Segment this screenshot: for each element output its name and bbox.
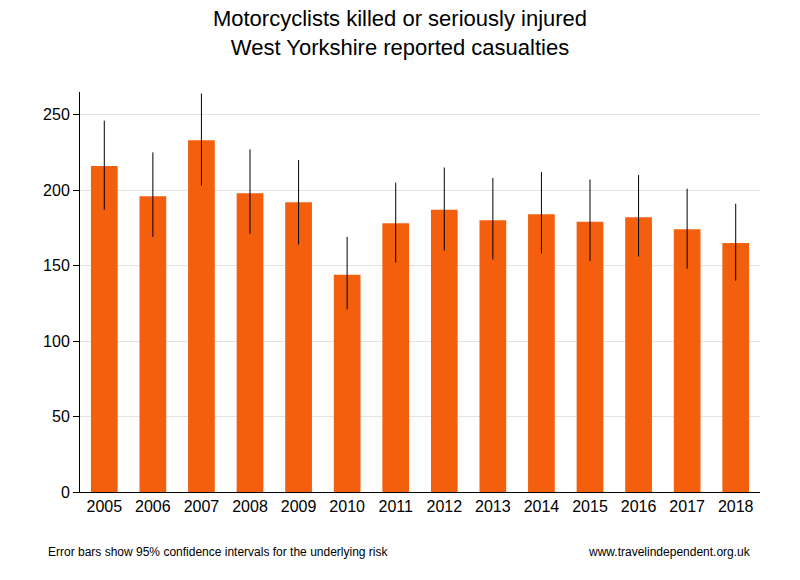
svg-text:2010: 2010: [329, 498, 365, 515]
svg-text:2016: 2016: [621, 498, 657, 515]
svg-text:2007: 2007: [184, 498, 220, 515]
svg-text:Motorcyclists killed or seriou: Motorcyclists killed or seriously injure…: [213, 6, 587, 60]
svg-text:2006: 2006: [135, 498, 171, 515]
svg-text:100: 100: [43, 333, 70, 350]
svg-text:50: 50: [52, 408, 70, 425]
svg-text:2017: 2017: [669, 498, 705, 515]
svg-text:www.travelindependent.org.uk: www.travelindependent.org.uk: [588, 545, 751, 559]
svg-text:250: 250: [43, 106, 70, 123]
svg-text:2012: 2012: [426, 498, 462, 515]
svg-text:2018: 2018: [718, 498, 754, 515]
svg-text:2015: 2015: [572, 498, 608, 515]
svg-text:150: 150: [43, 257, 70, 274]
svg-text:Error bars show 95% confidence: Error bars show 95% confidence intervals…: [48, 545, 388, 559]
svg-text:0: 0: [61, 484, 70, 501]
svg-text:2011: 2011: [379, 498, 414, 515]
svg-text:2009: 2009: [281, 498, 317, 515]
svg-text:2005: 2005: [86, 498, 122, 515]
svg-text:200: 200: [43, 182, 70, 199]
svg-text:2013: 2013: [475, 498, 511, 515]
svg-text:2008: 2008: [232, 498, 268, 515]
svg-text:2014: 2014: [524, 498, 560, 515]
